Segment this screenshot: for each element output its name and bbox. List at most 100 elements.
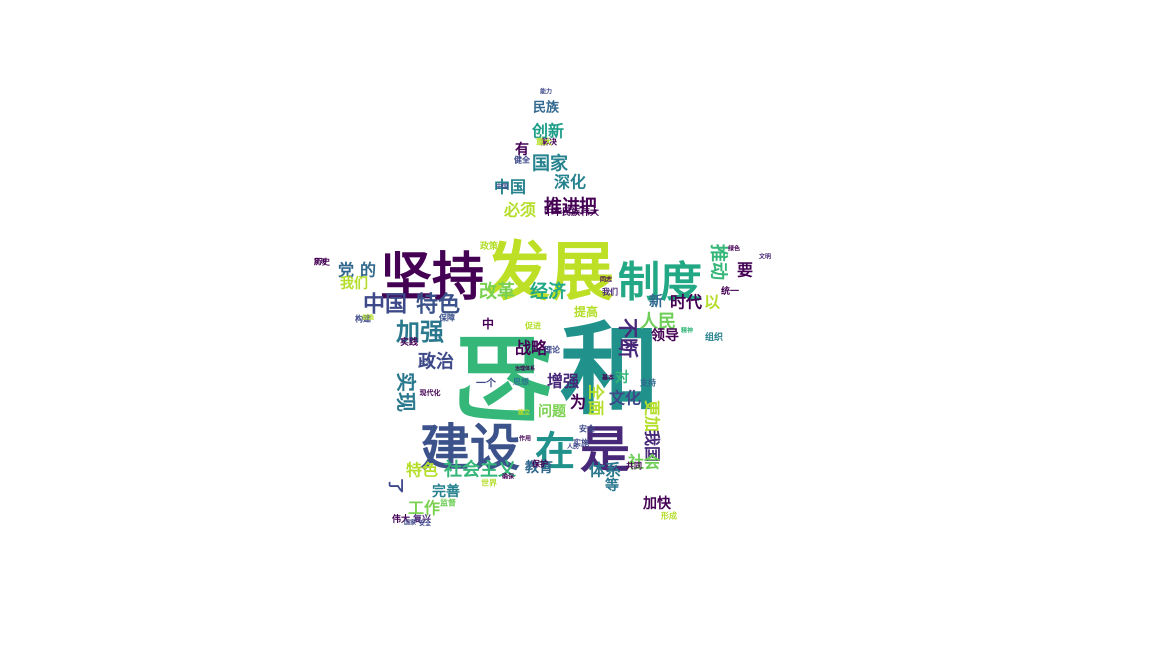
cloud-word: 文化	[609, 389, 641, 408]
cloud-word: 要	[737, 261, 753, 280]
cloud-word: 支持	[639, 378, 656, 388]
cloud-word: 一个	[476, 377, 497, 390]
cloud-word: 精神	[681, 327, 693, 335]
cloud-word: 民族	[533, 100, 560, 116]
cloud-word: 基本	[601, 374, 615, 382]
cloud-word: 我们	[340, 275, 368, 292]
cloud-word: 治理体系	[515, 365, 535, 372]
cloud-word: 在	[535, 429, 575, 475]
cloud-word: 特色	[406, 461, 438, 480]
cloud-word: 的	[444, 330, 556, 426]
cloud-word: 中华民族	[544, 206, 581, 218]
cloud-word: 增强	[547, 372, 579, 391]
cloud-word: 问题	[538, 403, 567, 420]
cloud-word: 新	[649, 293, 663, 310]
cloud-word: 监督	[440, 498, 456, 508]
cloud-word: 经济	[530, 281, 567, 303]
cloud-word: 思想	[513, 377, 529, 387]
cloud-word: 对	[615, 369, 629, 386]
cloud-word: 是	[580, 421, 630, 479]
cloud-word: 时代	[670, 293, 702, 312]
cloud-word: 保护	[531, 459, 548, 469]
cloud-word: 提高	[574, 304, 598, 319]
cloud-word: 能力	[540, 88, 552, 96]
cloud-word: 作用	[519, 435, 531, 443]
cloud-word: 以	[704, 293, 720, 312]
cloud-word: 复兴	[412, 513, 431, 525]
cloud-word: 健全	[514, 155, 531, 165]
cloud-word: 国家	[404, 519, 416, 527]
cloud-word: 中国	[494, 178, 526, 197]
cloud-word: 统一	[721, 285, 739, 297]
cloud-word: 形成	[661, 511, 677, 521]
cloud-word: 共同	[626, 461, 642, 471]
cloud-word: 党	[338, 261, 354, 280]
cloud-word: 推动	[708, 244, 730, 280]
cloud-word: 现代化	[420, 388, 441, 397]
cloud-word: 社会	[627, 453, 660, 472]
cloud-word: 安全	[419, 520, 432, 528]
cloud-word: 绿色	[728, 245, 740, 253]
cloud-word: 世界	[481, 478, 498, 488]
cloud-word: 推进	[544, 196, 580, 218]
cloud-word: 体系	[589, 461, 621, 480]
cloud-word: 中	[482, 316, 494, 331]
cloud-word: 完善	[432, 483, 460, 500]
cloud-word: 制度	[618, 258, 702, 307]
cloud-word: 的	[360, 261, 376, 280]
cloud-word: 把	[579, 196, 597, 218]
cloud-word: 不断	[616, 318, 640, 358]
cloud-word: 重大	[536, 137, 552, 147]
cloud-word: 中国	[363, 293, 407, 318]
cloud-word: 生态	[420, 360, 432, 368]
cloud-word: 有	[515, 141, 529, 158]
cloud-word: 实践	[400, 336, 418, 348]
cloud-word: 政策	[480, 240, 499, 252]
cloud-word: 伟大	[392, 513, 410, 525]
cloud-word: 社会主义	[444, 459, 516, 481]
cloud-word: 我们	[602, 287, 618, 297]
cloud-word: 历史	[314, 257, 331, 267]
cloud-word: 必须	[503, 201, 536, 220]
cloud-word: 发展	[486, 236, 614, 310]
cloud-word: 建立	[518, 409, 530, 417]
cloud-word: 中国	[496, 183, 508, 191]
cloud-word: 我国	[643, 430, 662, 462]
cloud-word: 伟大	[581, 206, 599, 218]
cloud-word: 和	[560, 312, 660, 429]
cloud-word: 领导	[651, 327, 679, 344]
cloud-word: 构建	[355, 314, 372, 324]
cloud-word: 理论	[544, 345, 561, 355]
cloud-word: 创造	[361, 314, 374, 322]
cloud-word: 了	[387, 478, 406, 494]
cloud-word: 同志	[600, 276, 612, 284]
cloud-word: 全面	[587, 383, 606, 416]
cloud-word: 深化	[554, 173, 586, 192]
cloud-word: 保障	[438, 313, 455, 323]
cloud-word: 为	[570, 393, 586, 412]
cloud-word: 实现	[314, 258, 326, 266]
cloud-word: 政治	[418, 351, 454, 373]
cloud-word: 更加	[643, 400, 662, 432]
cloud-word: 加强	[396, 318, 444, 346]
cloud-word: 坚持	[380, 248, 484, 308]
cloud-word: 实现	[394, 372, 418, 412]
cloud-word: 战略	[515, 339, 548, 358]
cloud-word: 国家	[532, 153, 569, 175]
cloud-word: 工作	[408, 499, 440, 518]
cloud-word: 改革	[479, 281, 515, 303]
cloud-word: 安全	[579, 424, 596, 434]
cloud-word: 解决	[541, 137, 558, 147]
cloud-word: 建设	[420, 419, 520, 477]
cloud-word: 创新	[531, 122, 564, 141]
cloud-word: 组织	[705, 331, 723, 343]
cloud-word: 特色	[416, 292, 460, 318]
cloud-word: 人民	[640, 312, 676, 333]
cloud-word: 加快	[642, 495, 672, 512]
cloud-word: 教育	[525, 459, 553, 476]
cloud-word: 确保	[502, 473, 515, 481]
cloud-word: 文明	[758, 253, 771, 261]
cloud-word: 实施	[573, 438, 589, 448]
cloud-word: 人民	[567, 443, 579, 451]
